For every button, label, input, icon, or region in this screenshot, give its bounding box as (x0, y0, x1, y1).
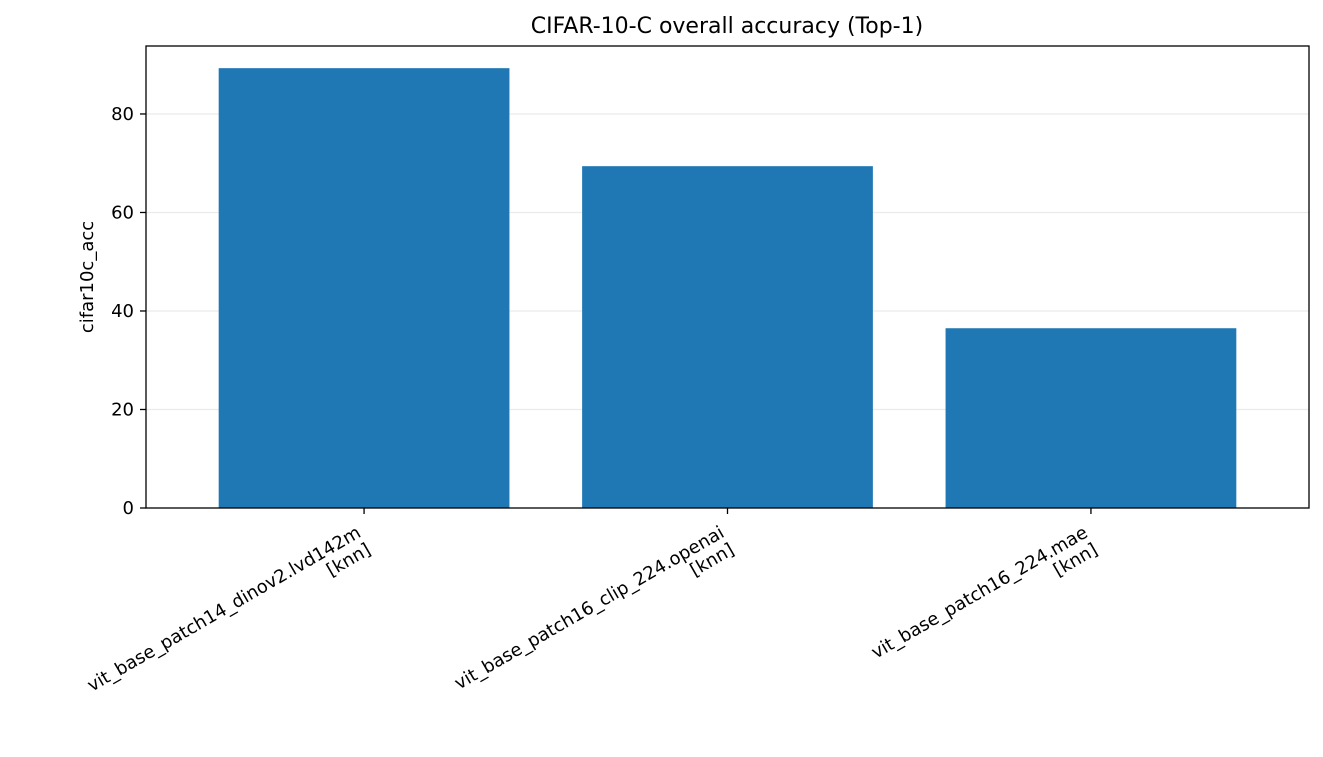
x-tick-label-line: vit_base_patch14_dinov2.lvd142m (84, 522, 365, 696)
chart-title: CIFAR-10-C overall accuracy (Top-1) (531, 14, 923, 39)
bar (218, 68, 510, 508)
y-axis-ticks: 0 20 40 60 80 (111, 104, 146, 519)
y-tick-label: 80 (111, 104, 134, 125)
x-tick-label: vit_base_patch14_dinov2.lvd142m[knn] (84, 522, 375, 713)
x-tick-label-line: vit_base_patch16_clip_224.openai (451, 522, 728, 694)
y-tick-label: 40 (111, 301, 134, 322)
bar (582, 166, 873, 508)
x-tick-label: vit_base_patch16_clip_224.openai[knn] (451, 522, 738, 711)
y-axis-label: cifar10c_acc (77, 221, 98, 333)
x-tick-label-line: vit_base_patch16_224.mae (868, 522, 1092, 663)
y-tick-label: 60 (111, 202, 134, 223)
x-tick-label: vit_base_patch16_224.mae[knn] (868, 522, 1101, 680)
x-axis-ticks: vit_base_patch14_dinov2.lvd142m[knn] vit_… (84, 508, 1101, 713)
bar (945, 328, 1237, 508)
y-tick-label: 20 (111, 399, 134, 420)
y-tick-label: 0 (123, 498, 134, 519)
bars (218, 68, 1237, 508)
